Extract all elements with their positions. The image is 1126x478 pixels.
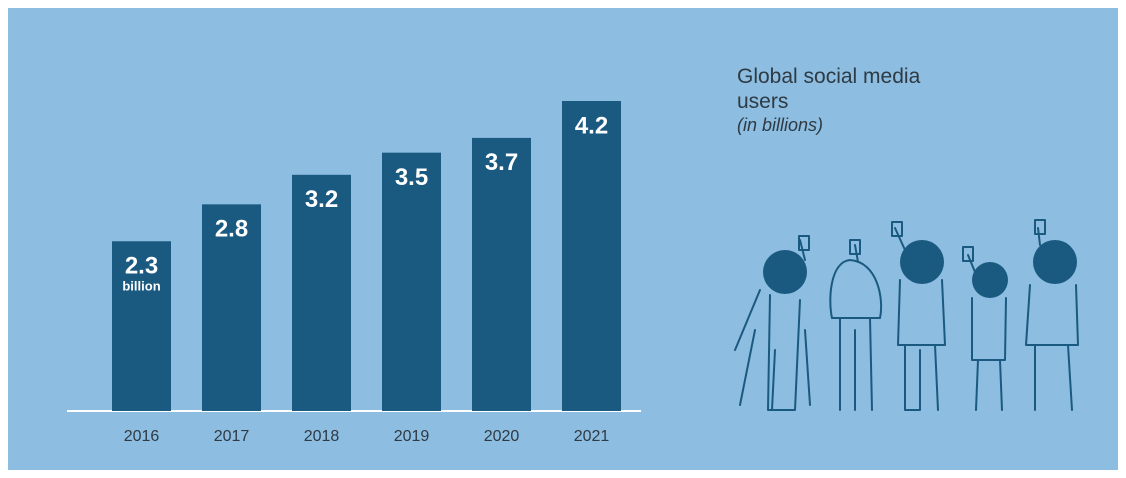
value-label: 3.5: [395, 164, 428, 191]
x-tick-label: 2020: [484, 428, 520, 445]
bar: [562, 101, 621, 411]
chart-title: Global social media users: [737, 65, 921, 113]
x-tick-label: 2016: [124, 428, 160, 445]
bar: [112, 241, 171, 411]
value-unit: billion: [122, 279, 160, 294]
x-tick-label: 2018: [304, 428, 340, 445]
bar: [472, 137, 531, 411]
value-label: 3.7: [485, 149, 518, 176]
x-tick-label: 2021: [574, 428, 610, 445]
chart-subtitle: (in billions): [737, 115, 824, 135]
value-label: 4.2: [575, 112, 608, 139]
x-tick-label: 2017: [214, 428, 250, 445]
value-label: 2.8: [215, 216, 248, 243]
value-label: 2.3: [125, 253, 158, 280]
value-label: 3.2: [305, 186, 338, 213]
x-tick-label: 2019: [394, 428, 430, 445]
title-block: Global social media users (in billions): [737, 64, 927, 136]
bar: [292, 174, 351, 411]
illustration: [734, 219, 1079, 411]
bar: [382, 152, 441, 411]
bar: [202, 204, 261, 411]
